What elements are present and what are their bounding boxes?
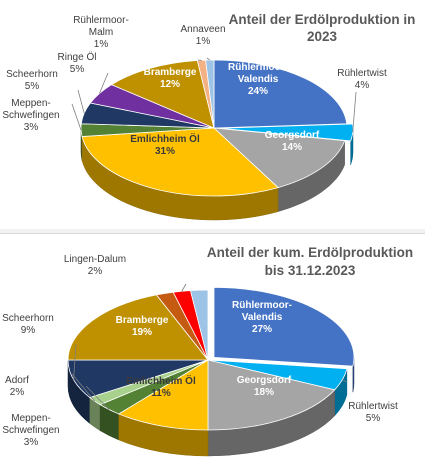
slice-name-label: Rühlermoor- xyxy=(228,62,288,73)
slice-name-label: Meppen- xyxy=(11,98,50,109)
slice-value-label: 31% xyxy=(155,146,175,157)
slice-value-label: 14% xyxy=(282,142,302,153)
slice-value-label: 5% xyxy=(366,413,381,424)
slice-value-label: 9% xyxy=(21,325,36,336)
chart-title-line: 2023 xyxy=(307,29,338,44)
pie-chart-cumulative: Anteil der kum. Erdölproduktion bis 31.12… xyxy=(0,233,425,468)
slice-name-label: Rühlermoor- xyxy=(232,300,292,311)
slice-value-label: 27% xyxy=(252,324,272,335)
leader-line xyxy=(78,90,84,113)
slice-name-label: Valendis xyxy=(238,74,279,85)
chart-title-line: Anteil der Erdölproduktion in xyxy=(229,12,416,27)
slice-name-label: Annaveen xyxy=(180,24,225,35)
leader-line xyxy=(72,104,81,130)
slice-value-label: 18% xyxy=(254,387,274,398)
slice-name-label: Rühlertwist xyxy=(337,68,387,79)
slice-value-label: 1% xyxy=(196,36,211,47)
slice-name-label: Emlichheim Öl xyxy=(130,132,200,145)
slice-name-label: Bramberge xyxy=(144,67,197,78)
slice-name-label: Georgsdorf xyxy=(237,375,292,386)
slice-name-label: Meppen- xyxy=(11,413,50,424)
slice-value-label: 1% xyxy=(94,39,109,50)
slice-name-label: Schwefingen xyxy=(2,110,59,121)
slice-name-label: Rühlermoor- xyxy=(73,15,129,26)
slice-name-label: Bramberge xyxy=(116,315,169,326)
slice-name-label: Rühlertwist xyxy=(348,401,398,412)
pie-chart-cumulative-svg: Anteil der kum. Erdölproduktion bis 31.12… xyxy=(0,234,425,468)
leader-line xyxy=(182,284,186,291)
slice-name-label: Valendis xyxy=(242,312,283,323)
pie-chart-2023: Anteil der Erdölproduktion in 2023 Rühlerm… xyxy=(0,0,425,229)
slice-name-label: Scheerhorn xyxy=(6,69,58,80)
slice-value-label: 2% xyxy=(88,266,103,277)
slice-name-label: Adorf xyxy=(5,375,29,386)
slice-value-label: 3% xyxy=(24,122,39,133)
slice-value-label: 11% xyxy=(151,388,171,399)
slice-value-label: 5% xyxy=(70,64,85,75)
chart-title: Anteil der Erdölproduktion in 2023 xyxy=(229,12,416,44)
slice-value-label: 4% xyxy=(355,80,370,91)
chart-title: Anteil der kum. Erdölproduktion bis 31.12… xyxy=(207,245,413,278)
slice-value-label: 5% xyxy=(25,81,40,92)
slice-name-label: Lingen-Dalum xyxy=(64,254,126,265)
slice-name-label: Georgsdorf xyxy=(265,130,320,141)
slice-value-label: 2% xyxy=(10,387,25,398)
leader-line xyxy=(353,92,356,132)
slice-value-label: 3% xyxy=(24,437,39,448)
slice-name-label: Scheerhorn xyxy=(2,313,54,324)
slice-name-label: Malm xyxy=(89,27,113,38)
slice-name-label: Schwefingen xyxy=(2,425,59,436)
pie-chart-2023-svg: Anteil der Erdölproduktion in 2023 Rühlerm… xyxy=(0,0,425,229)
slice-name-label: Ringe Öl xyxy=(58,51,97,63)
slice-value-label: 19% xyxy=(132,327,152,338)
slice-value-label: 24% xyxy=(248,86,268,97)
chart-title-line: bis 31.12.2023 xyxy=(265,263,356,278)
slice-value-label: 12% xyxy=(160,79,180,90)
chart-title-line: Anteil der kum. Erdölproduktion xyxy=(207,245,413,260)
slice-name-label: Emlichheim Öl xyxy=(126,374,196,387)
